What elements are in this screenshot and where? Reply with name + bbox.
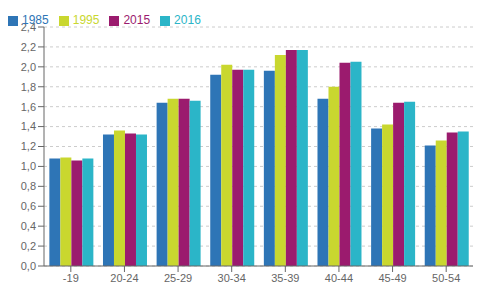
svg-text:2,2: 2,2: [21, 41, 36, 53]
svg-text:50-54: 50-54: [432, 272, 460, 284]
svg-text:40-44: 40-44: [325, 272, 353, 284]
svg-text:1,0: 1,0: [21, 160, 36, 172]
svg-text:0,4: 0,4: [21, 220, 36, 232]
svg-text:30-34: 30-34: [218, 272, 246, 284]
svg-text:2,4: 2,4: [21, 21, 36, 33]
svg-text:1,2: 1,2: [21, 140, 36, 152]
svg-text:0,8: 0,8: [21, 180, 36, 192]
svg-text:20-24: 20-24: [110, 272, 138, 284]
svg-text:0,6: 0,6: [21, 200, 36, 212]
svg-text:25-29: 25-29: [164, 272, 192, 284]
svg-text:35-39: 35-39: [271, 272, 299, 284]
svg-text:1,4: 1,4: [21, 120, 36, 132]
svg-text:45-49: 45-49: [378, 272, 406, 284]
svg-text:0,0: 0,0: [21, 260, 36, 272]
svg-text:-19: -19: [63, 272, 79, 284]
svg-text:1,8: 1,8: [21, 81, 36, 93]
svg-text:1,6: 1,6: [21, 101, 36, 113]
svg-text:0,2: 0,2: [21, 240, 36, 252]
svg-text:2,0: 2,0: [21, 61, 36, 73]
